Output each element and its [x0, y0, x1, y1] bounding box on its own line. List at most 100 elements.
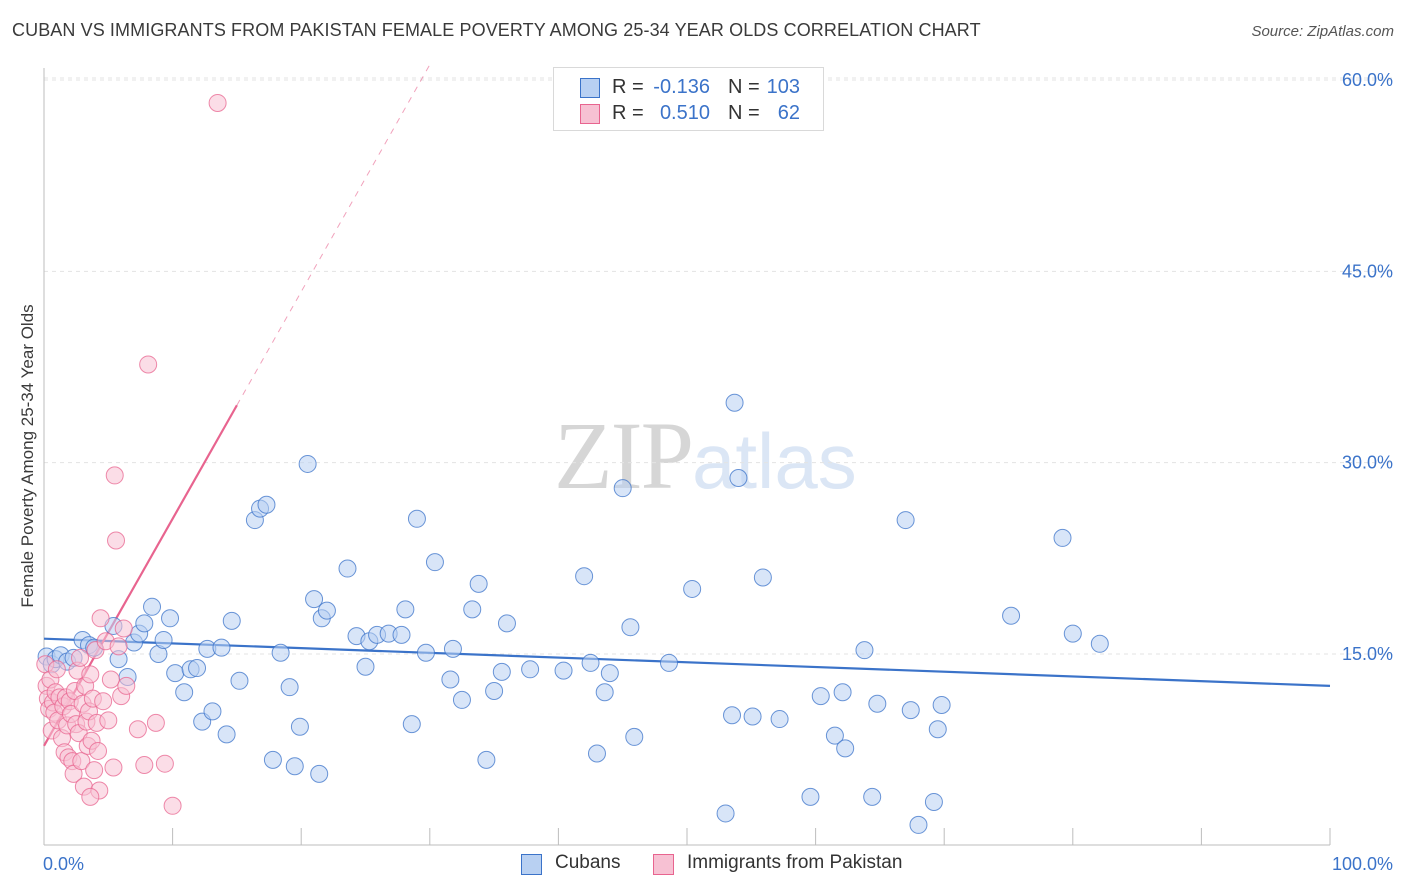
pakistan-point[interactable] [101, 670, 120, 689]
cubans-point[interactable] [924, 792, 943, 811]
cubans-point[interactable] [477, 750, 496, 769]
cubans-point[interactable] [212, 638, 231, 657]
pakistan-point[interactable] [85, 761, 104, 780]
cubans-point[interactable] [175, 683, 194, 702]
cubans-point[interactable] [317, 601, 336, 620]
cubans-point[interactable] [825, 726, 844, 745]
cubans-point[interactable] [425, 553, 444, 572]
pakistan-point[interactable] [104, 758, 123, 777]
cubans-point[interactable] [416, 643, 435, 662]
cubans-point[interactable] [725, 393, 744, 412]
cubans-point[interactable] [729, 468, 748, 487]
pakistan-point[interactable] [89, 741, 108, 760]
cubans-point[interactable] [613, 479, 632, 498]
pakistan-point[interactable] [47, 660, 66, 679]
cubans-point[interactable] [554, 661, 573, 680]
pakistan-point[interactable] [81, 665, 100, 684]
pakistan-point[interactable] [72, 752, 91, 771]
cubans-point[interactable] [716, 804, 735, 823]
cubans-point[interactable] [161, 609, 180, 628]
pakistan-point[interactable] [135, 755, 154, 774]
cubans-point[interactable] [587, 744, 606, 763]
cubans-point[interactable] [485, 681, 504, 700]
cubans-point[interactable] [743, 707, 762, 726]
cubans-point[interactable] [271, 643, 290, 662]
pakistan-point[interactable] [109, 637, 128, 656]
cubans-point[interactable] [290, 717, 309, 736]
cubans-point[interactable] [452, 690, 471, 709]
cubans-point[interactable] [441, 670, 460, 689]
pakistan-point[interactable] [117, 676, 136, 695]
cubans-point[interactable] [298, 454, 317, 473]
cubans-point[interactable] [1063, 624, 1082, 643]
cubans-point[interactable] [1053, 528, 1072, 547]
cubans-point[interactable] [217, 725, 236, 744]
pakistan-point[interactable] [155, 754, 174, 773]
pakistan-point[interactable] [146, 713, 165, 732]
cubans-point[interactable] [135, 614, 154, 633]
pakistan-point[interactable] [71, 648, 90, 667]
pakistan-point[interactable] [208, 93, 227, 112]
cubans-point[interactable] [770, 710, 789, 729]
cubans-point[interactable] [683, 579, 702, 598]
cubans-point[interactable] [753, 568, 772, 587]
pakistan-point[interactable] [114, 619, 133, 638]
cubans-point[interactable] [723, 706, 742, 725]
cubans-point[interactable] [659, 653, 678, 672]
pakistan-point[interactable] [105, 466, 124, 485]
cubans-point[interactable] [581, 653, 600, 672]
cubans-point[interactable] [407, 509, 426, 528]
cubans-point[interactable] [896, 511, 915, 530]
cubans-point[interactable] [909, 815, 928, 834]
cubans-point[interactable] [497, 614, 516, 633]
cubans-point[interactable] [621, 618, 640, 637]
cubans-point[interactable] [154, 630, 173, 649]
cubans-point[interactable] [469, 574, 488, 593]
cubans-point[interactable] [932, 696, 951, 715]
cubans-point[interactable] [143, 597, 162, 616]
cubans-point[interactable] [463, 600, 482, 619]
cubans-point[interactable] [222, 611, 241, 630]
cubans-point[interactable] [257, 495, 276, 514]
cubans-point[interactable] [230, 671, 249, 690]
cubans-point[interactable] [801, 787, 820, 806]
cubans-point[interactable] [285, 757, 304, 776]
cubans-point[interactable] [1002, 606, 1021, 625]
cubans-point[interactable] [600, 664, 619, 683]
cubans-point[interactable] [928, 720, 947, 739]
pakistan-point[interactable] [163, 796, 182, 815]
cubans-point[interactable] [521, 660, 540, 679]
cubans-point[interactable] [863, 787, 882, 806]
cubans-point[interactable] [310, 764, 329, 783]
cubans-point[interactable] [811, 687, 830, 706]
cubans-point[interactable] [280, 678, 299, 697]
cubans-point[interactable] [396, 600, 415, 619]
cubans-point[interactable] [402, 715, 421, 734]
cubans-point[interactable] [595, 683, 614, 702]
pakistan-point[interactable] [107, 531, 126, 550]
cubans-point[interactable] [305, 590, 324, 609]
cubans-point[interactable] [392, 625, 411, 644]
cubans-point[interactable] [1090, 634, 1109, 653]
cubans-point[interactable] [836, 739, 855, 758]
cubans-point[interactable] [575, 567, 594, 586]
pakistan-point[interactable] [94, 692, 113, 711]
cubans-point[interactable] [855, 641, 874, 660]
cubans-point[interactable] [356, 657, 375, 676]
pakistan-point[interactable] [128, 720, 147, 739]
cubans-point[interactable] [203, 702, 222, 721]
pakistan-point[interactable] [139, 355, 158, 374]
cubans-point[interactable] [868, 694, 887, 713]
pakistan-point[interactable] [81, 787, 100, 806]
cubans-point[interactable] [166, 664, 185, 683]
cubans-point[interactable] [833, 683, 852, 702]
cubans-point[interactable] [443, 639, 462, 658]
cubans-point[interactable] [625, 727, 644, 746]
cubans-point[interactable] [492, 662, 511, 681]
cubans-point[interactable] [901, 701, 920, 720]
pakistan-point[interactable] [99, 711, 118, 730]
cubans-point[interactable] [263, 750, 282, 769]
pakistan-point[interactable] [91, 609, 110, 628]
cubans-point[interactable] [338, 559, 357, 578]
cubans-point[interactable] [188, 659, 207, 678]
